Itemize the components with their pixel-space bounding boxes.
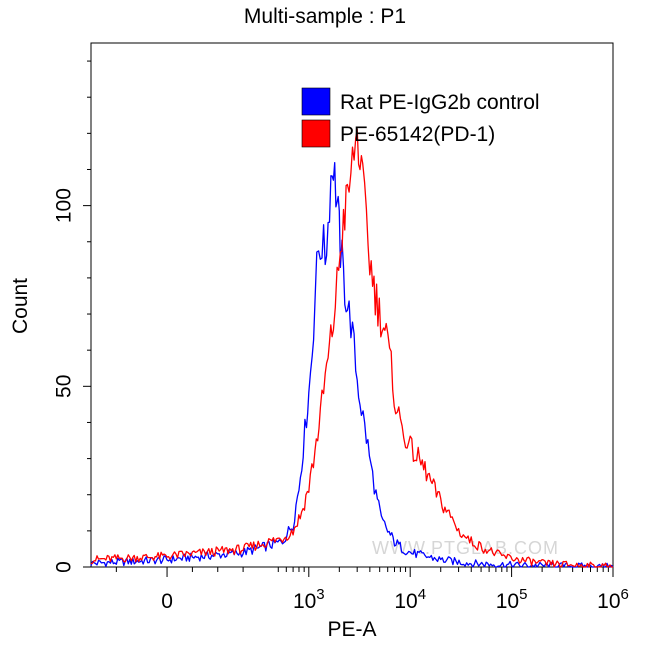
x-tick-label: 106 bbox=[597, 586, 629, 613]
watermark: WWW.PTGLAB.COM bbox=[372, 538, 559, 558]
legend-swatch-1 bbox=[301, 87, 331, 116]
x-tick-label: 103 bbox=[293, 586, 325, 613]
x-tick-label: 0 bbox=[161, 590, 173, 613]
plot-frame bbox=[90, 42, 614, 568]
legend-label-2: PE-65142(PD-1) bbox=[340, 123, 495, 146]
chart-title: Multi-sample : P1 bbox=[243, 5, 407, 28]
y-tick-label: 100 bbox=[53, 188, 76, 223]
x-tick-label: 105 bbox=[496, 586, 528, 613]
x-axis-label: PE-A bbox=[327, 618, 377, 641]
series-line-2 bbox=[90, 128, 613, 568]
legend-label-1: Rat PE-IgG2b control bbox=[340, 91, 540, 114]
series-line-1 bbox=[90, 162, 614, 568]
legend-swatch-2 bbox=[301, 119, 331, 148]
y-tick-label: 50 bbox=[53, 375, 76, 398]
y-tick-label: 0 bbox=[53, 561, 76, 573]
x-tick-label: 104 bbox=[394, 586, 426, 613]
